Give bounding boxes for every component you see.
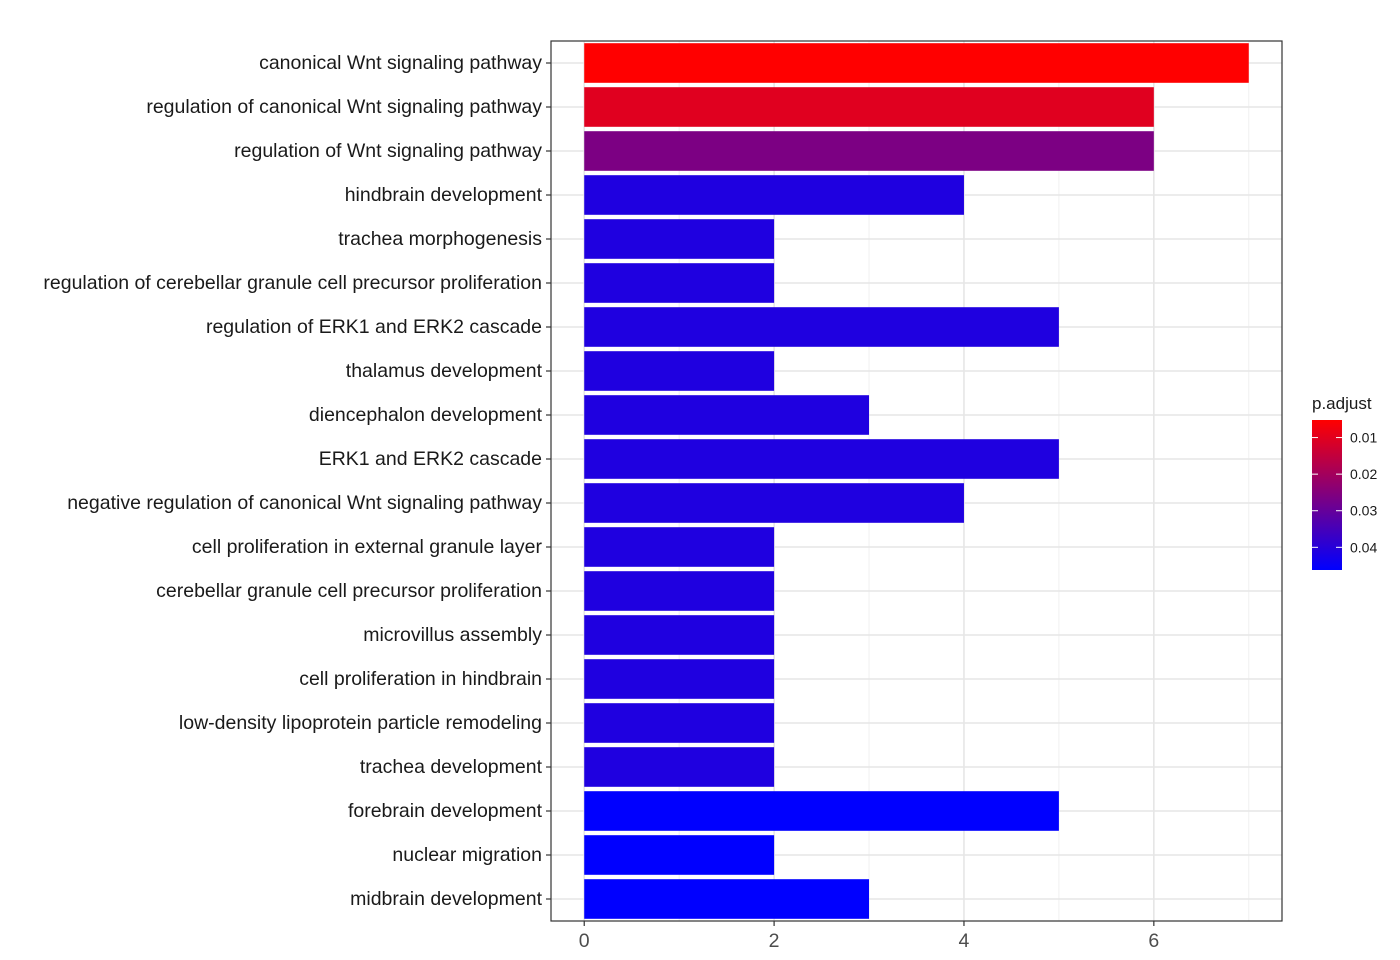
legend-title: p.adjust [1312,394,1372,413]
x-tick-label: 4 [959,930,970,952]
bar [584,527,775,567]
y-tick-label: cell proliferation in hindbrain [299,668,542,690]
x-axis: 0 2 4 6 [579,921,1159,952]
y-tick-label: low-density lipoprotein particle remodel… [179,712,542,734]
legend-tick-label: 0.03 [1350,503,1377,519]
bar [584,571,775,611]
bar [584,351,775,391]
x-tick-label: 0 [579,930,590,952]
bar [584,791,1059,831]
y-tick-label: forebrain development [348,800,543,822]
y-tick-label: trachea development [360,756,543,778]
bar [584,395,870,435]
bar [584,87,1154,127]
y-tick-label: cell proliferation in external granule l… [192,536,543,558]
legend: p.adjust 0.01 0.02 0.03 0.04 [1312,394,1377,570]
bar [584,307,1059,347]
y-tick-label: regulation of Wnt signaling pathway [234,140,542,162]
y-tick-label: regulation of cerebellar granule cell pr… [43,272,542,294]
x-tick-label: 6 [1148,930,1159,952]
y-tick-label: cerebellar granule cell precursor prolif… [156,580,542,602]
y-tick-label: hindbrain development [345,184,543,206]
bar [584,263,775,303]
bar [584,703,775,743]
legend-tick-label: 0.01 [1350,430,1377,446]
bar [584,615,775,655]
x-tick-label: 2 [769,930,780,952]
y-tick-label: midbrain development [350,888,542,910]
y-tick-label: diencephalon development [309,404,543,426]
legend-tick-label: 0.04 [1350,539,1377,555]
bar [584,131,1154,171]
panel-border [550,40,1283,922]
y-tick-label: microvillus assembly [363,624,542,646]
y-axis: canonical Wnt signaling pathway regulatio… [43,52,551,910]
plot-panel [551,41,1282,921]
bar [584,835,775,875]
bar [584,483,964,523]
y-tick-label: regulation of canonical Wnt signaling pa… [146,96,542,118]
bar [584,175,964,215]
y-tick-label: ERK1 and ERK2 cascade [319,448,542,470]
y-tick-label: canonical Wnt signaling pathway [259,52,542,74]
bar [584,43,1249,83]
bar [584,219,775,259]
y-tick-label: negative regulation of canonical Wnt sig… [67,492,542,514]
bar [584,879,870,919]
legend-tick-label: 0.02 [1350,466,1377,482]
bar [584,747,775,787]
bar [584,439,1059,479]
y-tick-label: thalamus development [346,360,543,382]
legend-colorbar [1312,420,1342,570]
y-tick-label: regulation of ERK1 and ERK2 cascade [206,316,542,338]
bar [584,659,775,699]
y-tick-label: trachea morphogenesis [338,228,542,250]
y-tick-label: nuclear migration [392,844,542,866]
bars [584,43,1249,919]
